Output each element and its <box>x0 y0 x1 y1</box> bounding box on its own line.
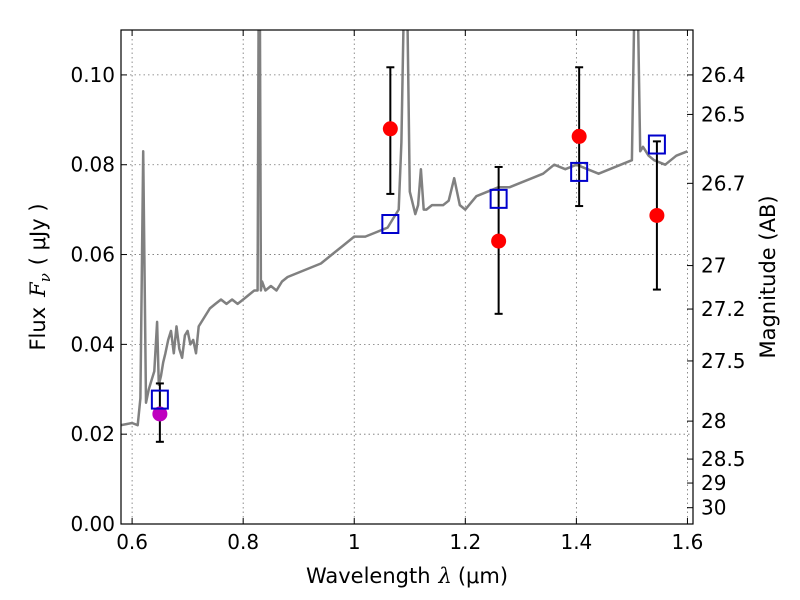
model-square <box>489 188 508 209</box>
errorbar-point <box>152 382 168 443</box>
y-axis-label-text: Flux <box>26 307 50 351</box>
axis-ticks: 0.6 0.8 1 1.2 1.4 1.6 0.00 0.02 0.04 0.06 0.08 0.10… <box>70 30 746 554</box>
x-tick-label: 0.6 <box>116 530 148 554</box>
y-tick-label: 0.02 <box>70 422 115 446</box>
y-axis-label-subscript: ν <box>36 273 54 282</box>
y-axis-label-unit: ( μJy ) <box>26 203 50 265</box>
x-tick-label: 1.6 <box>672 530 704 554</box>
y-tick-label: 0.10 <box>70 63 115 87</box>
y-tick-label: 0.04 <box>70 332 115 356</box>
y2-tick-label: 28 <box>701 409 726 433</box>
model-square <box>647 134 666 155</box>
flux-point <box>152 406 168 422</box>
y2-tick-label: 27 <box>701 254 726 278</box>
y-tick-label: 0.06 <box>70 243 115 267</box>
x-tick-label: 1 <box>348 530 361 554</box>
x-axis-label-text: Wavelength <box>306 564 431 588</box>
x-tick-label: 0.8 <box>227 530 259 554</box>
marker-layer <box>150 66 666 443</box>
y2-tick-label: 26.4 <box>701 63 746 87</box>
errorbar-point <box>491 165 507 315</box>
flux-point <box>382 121 398 137</box>
y-axis-label-symbol: F <box>26 281 50 298</box>
y-tick-label: 0.00 <box>70 512 115 536</box>
y2-axis-label: Magnitude (AB) <box>756 195 780 358</box>
y2-tick-label: 30 <box>701 496 726 520</box>
y2-tick-label: 26.7 <box>701 171 746 195</box>
y-tick-label: 0.08 <box>70 153 115 177</box>
x-tick-label: 1.2 <box>449 530 481 554</box>
errorbar-point <box>571 66 587 208</box>
y2-tick-label: 29 <box>701 471 726 495</box>
flux-point <box>491 233 507 249</box>
x-axis-label-symbol: λ <box>438 564 452 588</box>
errorbar-point <box>382 66 398 195</box>
model-square <box>150 389 169 410</box>
y2-tick-label: 27.5 <box>701 349 746 373</box>
x-axis-label-unit: (μm) <box>458 564 508 588</box>
model-square <box>570 161 589 182</box>
flux-point <box>649 207 665 223</box>
y-axis-label: Flux Fν ( μJy ) <box>26 203 54 350</box>
flux-point <box>571 128 587 144</box>
y2-tick-label: 28.5 <box>701 447 746 471</box>
model-square <box>381 214 400 235</box>
y2-tick-label: 26.5 <box>701 102 746 126</box>
plot-area <box>121 30 688 427</box>
x-axis-label: Wavelength λ (μm) <box>306 564 508 588</box>
spectrum-line <box>121 30 688 427</box>
plot-frame <box>120 29 694 525</box>
y2-tick-label: 27.2 <box>701 297 746 321</box>
x-tick-label: 1.4 <box>560 530 592 554</box>
errorbar-point <box>649 140 665 291</box>
